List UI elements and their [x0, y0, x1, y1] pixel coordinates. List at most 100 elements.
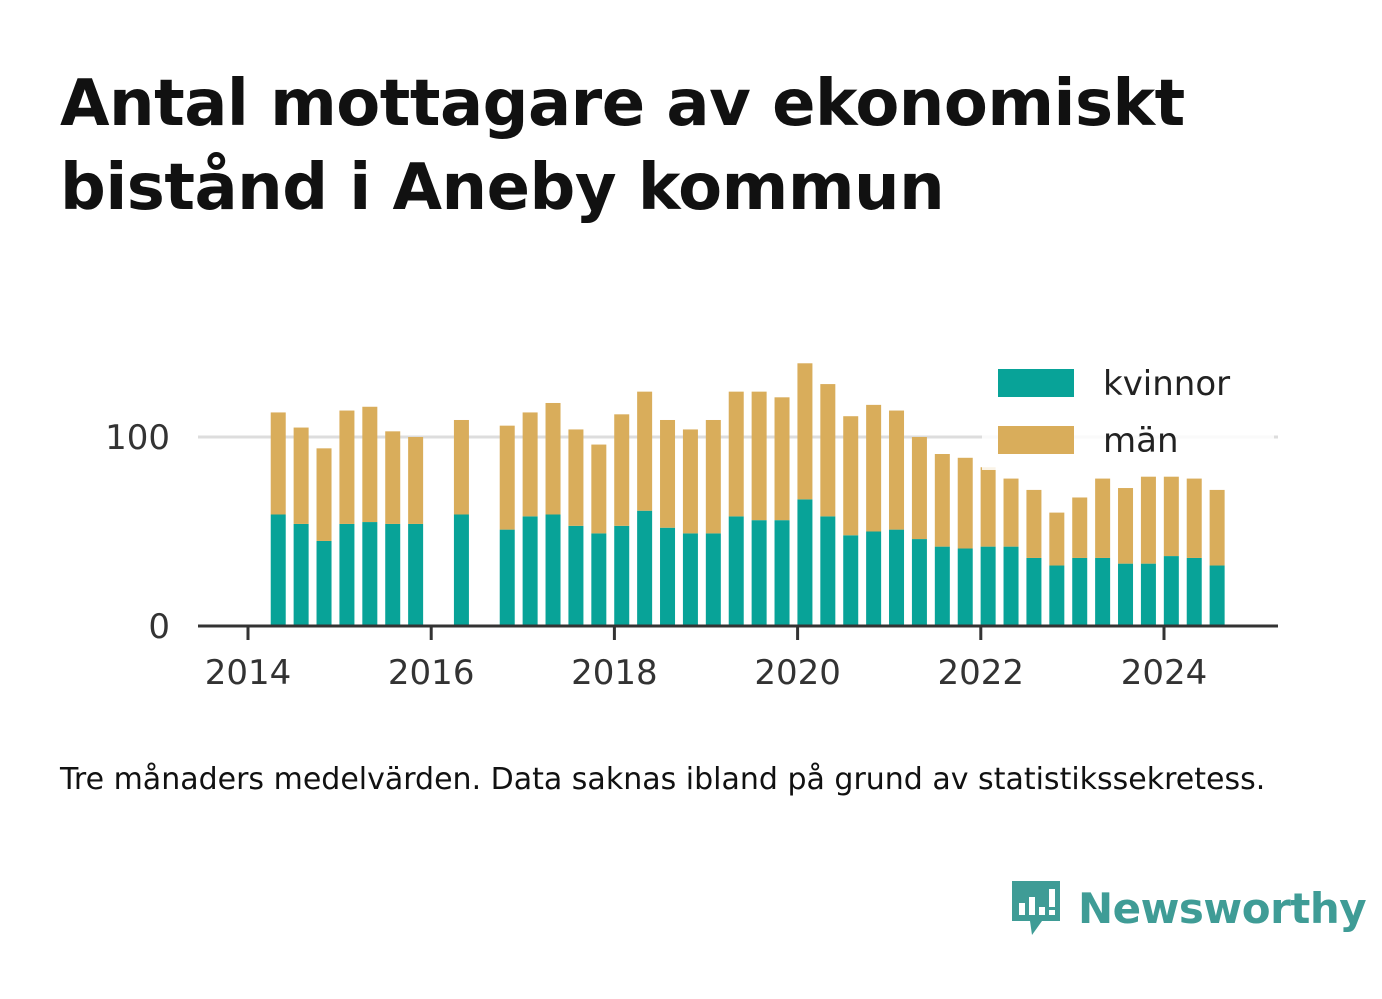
bar-kvinnor: [568, 525, 584, 626]
bar-kvinnor: [1095, 557, 1111, 626]
bar-kvinnor: [843, 535, 859, 626]
bar-kvinnor: [316, 540, 332, 626]
chart-title: Antal mottagare av ekonomiskt bistånd i …: [60, 67, 1185, 225]
bar-kvinnor: [889, 529, 905, 626]
bar-kvinnor: [1118, 563, 1134, 626]
bar-kvinnor: [339, 523, 355, 626]
bar-man: [774, 397, 790, 521]
x-tick-label: 2024: [1121, 653, 1208, 693]
bar-man: [545, 402, 561, 515]
bar-kvinnor: [591, 533, 607, 626]
bar-kvinnor: [820, 516, 836, 626]
bar-man: [889, 410, 905, 530]
brand-logo: Newsworthy: [1010, 876, 1367, 940]
bar-man: [1026, 489, 1042, 558]
bar-kvinnor: [957, 548, 973, 626]
bar-man: [957, 457, 973, 549]
bar-man: [270, 412, 286, 515]
bar-kvinnor: [362, 522, 378, 626]
bar-man: [1118, 488, 1134, 564]
bar-man: [614, 414, 630, 526]
bar-kvinnor: [637, 510, 653, 626]
x-tick-label: 2020: [754, 653, 841, 693]
bar-man: [934, 454, 950, 547]
bar-kvinnor: [293, 523, 309, 626]
legend-label: kvinnor: [1103, 364, 1230, 404]
bar-kvinnor: [499, 529, 515, 626]
bar-man: [591, 444, 607, 534]
bar-man: [339, 410, 355, 524]
bar-kvinnor: [866, 531, 882, 626]
bar-kvinnor: [728, 516, 744, 626]
legend-label: män: [1103, 421, 1179, 461]
y-tick-label: 0: [148, 607, 170, 647]
bar-man: [1049, 512, 1065, 566]
bar-man: [911, 437, 927, 540]
axis-layer: 0 100 2014 2016 2018 2020 2022 2024: [105, 418, 1278, 693]
bar-kvinnor: [453, 514, 469, 626]
bar-man: [866, 404, 882, 532]
bar-man: [1095, 478, 1111, 558]
bar-man: [499, 425, 515, 530]
footnote: Tre månaders medelvärden. Data saknas ib…: [60, 762, 1266, 797]
bar-kvinnor: [1003, 546, 1019, 626]
bar-kvinnor: [1026, 557, 1042, 626]
bar-kvinnor: [270, 514, 286, 626]
bar-man: [1186, 478, 1202, 558]
bar-man: [385, 431, 401, 524]
bar-man: [1163, 476, 1179, 557]
bar-man: [1209, 489, 1225, 566]
bar-man: [293, 427, 309, 524]
bar-kvinnor: [911, 539, 927, 626]
bar-kvinnor: [1140, 563, 1156, 626]
bar-man: [568, 429, 584, 526]
bar-kvinnor: [980, 546, 996, 626]
bar-kvinnor: [385, 523, 401, 626]
bar-man: [1072, 497, 1088, 558]
legend-swatch: [998, 426, 1074, 454]
bar-kvinnor: [545, 514, 561, 626]
bar-kvinnor: [1186, 557, 1202, 626]
bar-man: [408, 437, 424, 524]
bar-kvinnor: [1163, 556, 1179, 626]
brand-name: Newsworthy: [1078, 883, 1367, 933]
bar-kvinnor: [1209, 565, 1225, 626]
x-tick-label: 2022: [938, 653, 1025, 693]
bar-man: [751, 391, 767, 521]
x-tick-label: 2014: [205, 653, 292, 693]
x-tick-label: 2018: [571, 653, 658, 693]
bar-man: [522, 412, 538, 517]
bar-man: [705, 419, 721, 534]
bar-man: [660, 419, 676, 528]
y-tick-label: 100: [105, 418, 170, 458]
bar-kvinnor: [614, 525, 630, 626]
legend: kvinnor män: [982, 352, 1274, 470]
bar-man: [362, 406, 378, 523]
bar-kvinnor: [408, 523, 424, 626]
bar-kvinnor: [522, 516, 538, 626]
bar-man: [682, 429, 698, 534]
bar-man: [1140, 476, 1156, 564]
bar-kvinnor: [682, 533, 698, 626]
bar-man: [797, 363, 813, 500]
bar-kvinnor: [774, 520, 790, 626]
newsworthy-logo-icon: [1012, 881, 1060, 935]
bar-kvinnor: [660, 527, 676, 626]
bar-man: [980, 467, 996, 547]
bar-kvinnor: [751, 520, 767, 626]
bar-kvinnor: [1049, 565, 1065, 626]
x-tick-label: 2016: [388, 653, 475, 693]
legend-swatch: [998, 369, 1074, 397]
bar-kvinnor: [797, 499, 813, 626]
bar-kvinnor: [1072, 557, 1088, 626]
bar-man: [1003, 478, 1019, 547]
bars-layer: [270, 363, 1225, 626]
bar-man: [316, 448, 332, 541]
bar-kvinnor: [705, 533, 721, 626]
bar-man: [843, 416, 859, 536]
bar-kvinnor: [934, 546, 950, 626]
bar-man: [637, 391, 653, 511]
bar-man: [453, 419, 469, 515]
bar-man: [728, 391, 744, 517]
